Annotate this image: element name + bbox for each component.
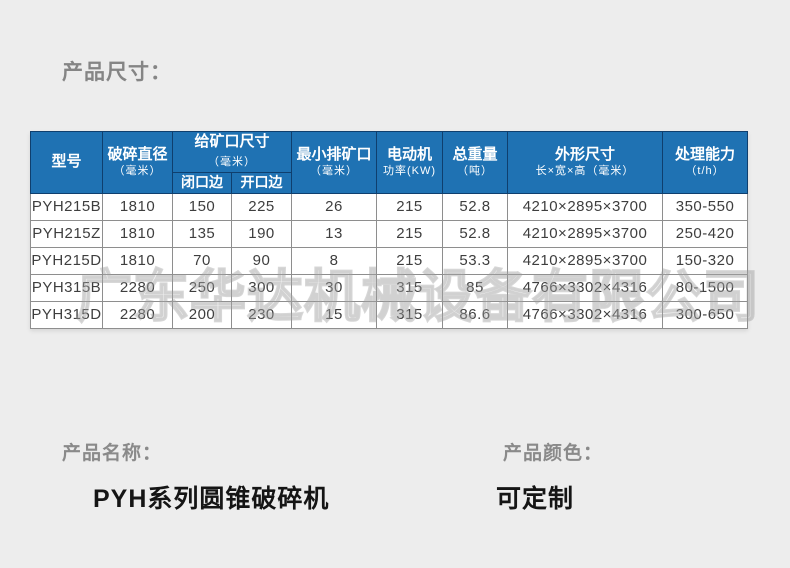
cell-open-side: 90 bbox=[230, 246, 293, 275]
table-row: PYH215D 1810 70 90 8 215 53.3 4210×2895×… bbox=[30, 246, 749, 275]
header-motor-label: 电动机 bbox=[387, 145, 433, 163]
cell-weight: 52.8 bbox=[442, 192, 509, 221]
header-capacity: 处理能力 （t/h） bbox=[662, 131, 749, 194]
header-feed-opening-unit: （毫米） bbox=[208, 155, 256, 168]
header-closed-side: 闭口边 bbox=[172, 171, 232, 194]
header-min-discharge-label: 最小排矿口 bbox=[296, 145, 372, 163]
header-feed-opening: 给矿口尺寸 （毫米） bbox=[171, 131, 293, 173]
cell-diameter: 1810 bbox=[102, 219, 173, 248]
header-feed-opening-label: 给矿口尺寸 bbox=[194, 133, 270, 150]
cell-weight: 86.6 bbox=[442, 300, 509, 329]
cell-model: PYH315B bbox=[30, 273, 103, 302]
cell-power: 215 bbox=[376, 192, 444, 221]
cell-power: 315 bbox=[376, 273, 444, 302]
cell-model: PYH315D bbox=[30, 300, 103, 329]
cell-min-discharge: 13 bbox=[291, 219, 378, 248]
cell-weight: 53.3 bbox=[442, 246, 509, 275]
table-row: PYH215B 1810 150 225 26 215 52.8 4210×28… bbox=[30, 192, 749, 221]
cell-dimensions: 4210×2895×3700 bbox=[507, 192, 664, 221]
cell-dimensions: 4766×3302×4316 bbox=[507, 273, 664, 302]
cell-power: 315 bbox=[376, 300, 444, 329]
header-open-side: 开口边 bbox=[230, 171, 293, 194]
header-model-label: 型号 bbox=[51, 152, 82, 170]
table-row: PYH215Z 1810 135 190 13 215 52.8 4210×28… bbox=[30, 219, 749, 248]
cell-diameter: 2280 bbox=[102, 300, 173, 329]
cell-min-discharge: 26 bbox=[291, 192, 378, 221]
header-capacity-unit: （t/h） bbox=[685, 165, 725, 178]
cell-min-discharge: 8 bbox=[291, 246, 378, 275]
header-min-discharge: 最小排矿口 （毫米） bbox=[291, 131, 378, 194]
cell-diameter: 1810 bbox=[102, 246, 173, 275]
cell-capacity: 80-1500 bbox=[662, 273, 749, 302]
product-name-label: 产品名称： bbox=[62, 443, 163, 464]
cell-capacity: 350-550 bbox=[662, 192, 749, 221]
header-total-weight: 总重量 （吨） bbox=[442, 131, 509, 194]
product-name-value: PYH系列圆锥破碎机 bbox=[93, 485, 330, 513]
cell-min-discharge: 30 bbox=[291, 273, 378, 302]
header-overall-dimensions: 外形尺寸 长×宽×高（毫米） bbox=[507, 131, 664, 194]
cell-power: 215 bbox=[376, 246, 444, 275]
cell-power: 215 bbox=[376, 219, 444, 248]
cell-capacity: 300-650 bbox=[662, 300, 749, 329]
cell-closed-side: 250 bbox=[172, 273, 232, 302]
header-crush-diameter-label: 破碎直径 bbox=[107, 145, 168, 163]
cell-model: PYH215Z bbox=[30, 219, 103, 248]
header-dimensions-unit: 长×宽×高（毫米） bbox=[535, 165, 635, 178]
cell-closed-side: 135 bbox=[172, 219, 232, 248]
cell-dimensions: 4766×3302×4316 bbox=[507, 300, 664, 329]
header-motor-unit: 功率(KW) bbox=[382, 165, 437, 178]
cell-diameter: 1810 bbox=[102, 192, 173, 221]
table-row: PYH315D 2280 200 230 15 315 86.6 4766×33… bbox=[30, 300, 749, 329]
cell-closed-side: 150 bbox=[172, 192, 232, 221]
header-model: 型号 bbox=[30, 131, 103, 194]
cell-weight: 52.8 bbox=[442, 219, 509, 248]
cell-diameter: 2280 bbox=[102, 273, 173, 302]
cell-model: PYH215D bbox=[30, 246, 103, 275]
cell-dimensions: 4210×2895×3700 bbox=[507, 219, 664, 248]
header-weight-unit: （吨） bbox=[457, 165, 494, 178]
header-dimensions-label: 外形尺寸 bbox=[555, 145, 616, 163]
cell-open-side: 225 bbox=[230, 192, 293, 221]
header-motor-power: 电动机 功率(KW) bbox=[376, 131, 444, 194]
header-capacity-label: 处理能力 bbox=[675, 145, 736, 163]
header-crush-diameter-unit: （毫米） bbox=[113, 165, 162, 178]
cell-weight: 85 bbox=[442, 273, 509, 302]
cell-open-side: 300 bbox=[230, 273, 293, 302]
spec-table-container: 型号 破碎直径 （毫米） 给矿口尺寸 （毫米） 最小排矿口 （毫米） 电动机 bbox=[30, 131, 749, 329]
cell-dimensions: 4210×2895×3700 bbox=[507, 246, 664, 275]
cell-closed-side: 200 bbox=[172, 300, 232, 329]
cell-min-discharge: 15 bbox=[291, 300, 378, 329]
cell-open-side: 230 bbox=[230, 300, 293, 329]
section-title: 产品尺寸： bbox=[62, 61, 172, 84]
cell-open-side: 190 bbox=[230, 219, 293, 248]
header-crush-diameter: 破碎直径 （毫米） bbox=[102, 131, 173, 194]
cell-capacity: 250-420 bbox=[662, 219, 749, 248]
product-color-label: 产品颜色： bbox=[503, 443, 604, 464]
cell-capacity: 150-320 bbox=[662, 246, 749, 275]
cell-model: PYH215B bbox=[30, 192, 103, 221]
product-color-value: 可定制 bbox=[496, 485, 575, 513]
header-weight-label: 总重量 bbox=[452, 145, 498, 163]
spec-table: 型号 破碎直径 （毫米） 给矿口尺寸 （毫米） 最小排矿口 （毫米） 电动机 bbox=[30, 131, 749, 329]
table-row: PYH315B 2280 250 300 30 315 85 4766×3302… bbox=[30, 273, 749, 302]
cell-closed-side: 70 bbox=[172, 246, 232, 275]
header-min-discharge-unit: （毫米） bbox=[310, 165, 359, 178]
